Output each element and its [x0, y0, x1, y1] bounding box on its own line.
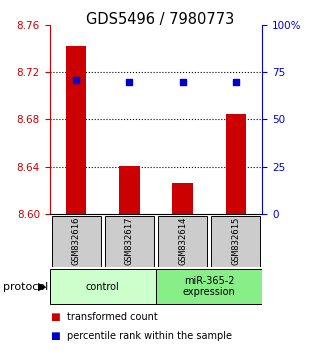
Bar: [52, 216, 101, 267]
Text: GDS5496 / 7980773: GDS5496 / 7980773: [86, 12, 234, 27]
Text: protocol: protocol: [3, 281, 48, 292]
Text: ■: ■: [50, 331, 59, 341]
Point: [233, 79, 238, 84]
Bar: [156, 269, 262, 304]
Text: GSM832617: GSM832617: [125, 217, 134, 265]
Text: GSM832615: GSM832615: [231, 217, 240, 265]
Text: GSM832614: GSM832614: [178, 217, 187, 265]
Bar: [105, 216, 154, 267]
Bar: [50, 269, 156, 304]
Text: miR-365-2
expression: miR-365-2 expression: [183, 276, 236, 297]
Text: GSM832616: GSM832616: [72, 217, 81, 265]
Text: control: control: [86, 281, 120, 292]
Text: transformed count: transformed count: [67, 312, 158, 322]
Point: [74, 77, 79, 82]
Bar: [158, 216, 207, 267]
Point: [127, 79, 132, 84]
Bar: [119, 166, 140, 214]
Text: ■: ■: [50, 312, 59, 322]
Bar: [66, 46, 86, 214]
Point: [180, 79, 185, 84]
Bar: [172, 183, 193, 214]
Text: ▶: ▶: [38, 281, 46, 292]
Text: percentile rank within the sample: percentile rank within the sample: [67, 331, 232, 341]
Bar: [226, 114, 246, 214]
Bar: [211, 216, 260, 267]
